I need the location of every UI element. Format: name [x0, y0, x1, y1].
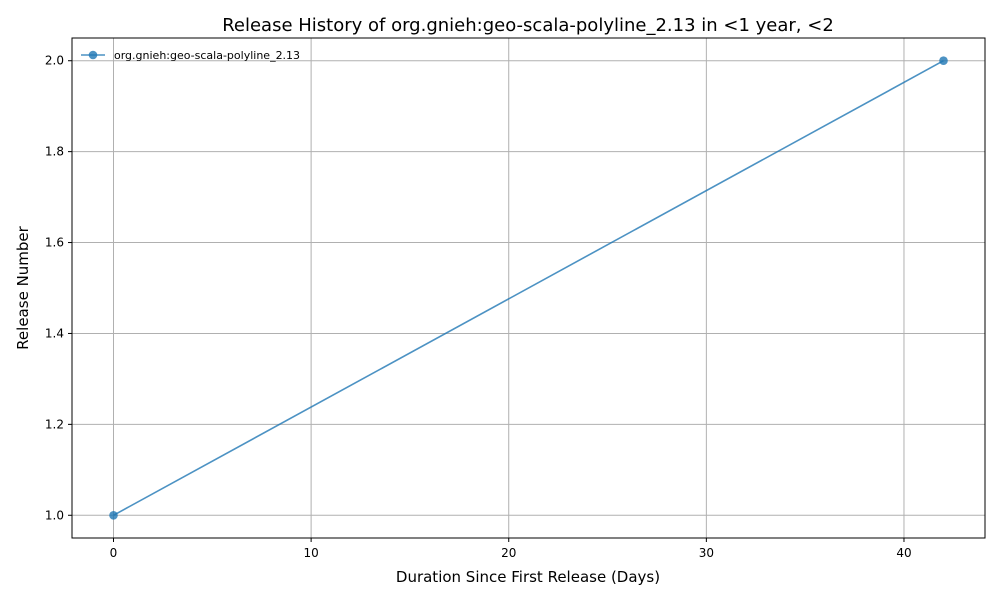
- axis-ticks: 0 10 20 30 40 1.0 1.2 1.4 1.6 1.8 2.0: [45, 54, 912, 560]
- x-axis-label: Duration Since First Release (Days): [396, 568, 660, 586]
- chart-title: Release History of org.gnieh:geo-scala-p…: [222, 15, 834, 36]
- legend-marker: [88, 50, 98, 60]
- y-tick-label: 1.2: [45, 417, 64, 431]
- y-tick-label: 1.8: [45, 145, 64, 159]
- x-tick-label: 40: [896, 546, 911, 560]
- x-tick-label: 0: [110, 546, 118, 560]
- x-tick-label: 20: [501, 546, 516, 560]
- legend-label: org.gnieh:geo-scala-polyline_2.13: [114, 49, 300, 62]
- y-tick-label: 1.0: [45, 508, 64, 522]
- y-tick-label: 1.4: [45, 326, 64, 340]
- y-tick-label: 2.0: [45, 54, 64, 68]
- x-tick-label: 30: [699, 546, 714, 560]
- y-tick-label: 1.6: [45, 236, 64, 250]
- data-point: [939, 56, 948, 66]
- grid-lines: [72, 38, 985, 538]
- data-point: [109, 510, 118, 520]
- y-axis-label: Release Number: [14, 225, 32, 349]
- plot-frame: [71, 37, 986, 539]
- x-tick-label: 10: [303, 546, 318, 560]
- series-layer: [109, 56, 948, 520]
- legend: org.gnieh:geo-scala-polyline_2.13: [81, 49, 300, 62]
- series-line: [113, 60, 944, 516]
